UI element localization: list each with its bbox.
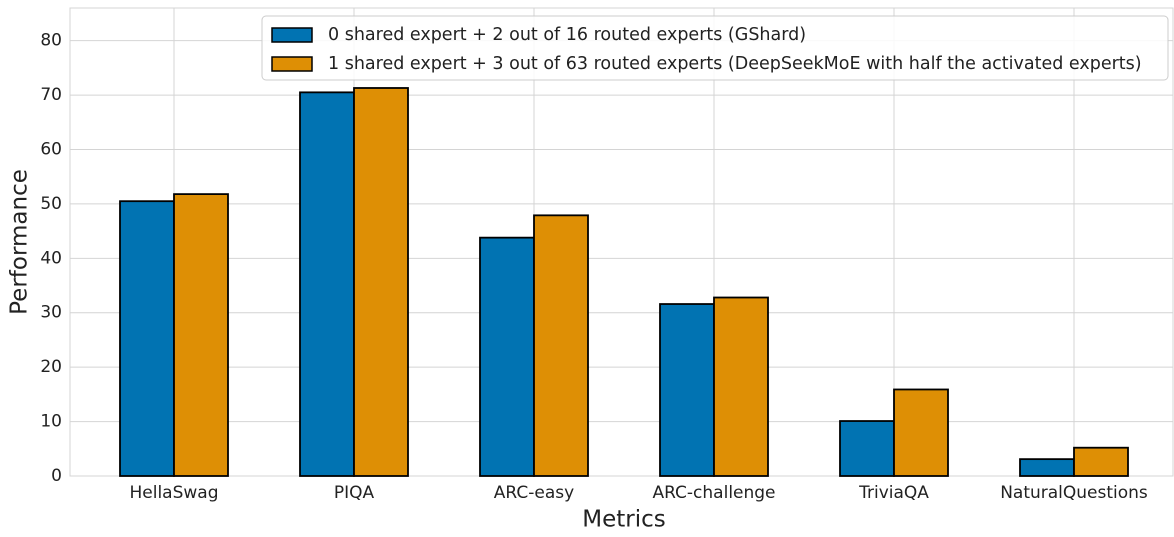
legend-label: 1 shared expert + 3 out of 63 routed exp… [328, 54, 1142, 74]
y-tick-label: 40 [40, 248, 62, 268]
bar [839, 420, 895, 477]
y-tick-label: 70 [40, 85, 62, 105]
x-tick-label: ARC-challenge [652, 483, 775, 503]
legend-box [261, 15, 1169, 81]
y-tick-label: 80 [40, 31, 62, 51]
bar [1073, 446, 1129, 477]
bar [479, 236, 535, 477]
x-tick-label: HellaSwag [129, 483, 218, 503]
x-tick-label: NaturalQuestions [1000, 483, 1148, 503]
bar [893, 388, 949, 477]
legend-label: 0 shared expert + 2 out of 16 routed exp… [328, 25, 806, 45]
bar [119, 200, 175, 477]
bar [533, 214, 589, 477]
legend-swatch [271, 27, 313, 43]
y-tick-label: 0 [51, 466, 62, 486]
plot-frame [69, 7, 1174, 477]
y-axis-label: Performance [7, 169, 33, 315]
x-tick-label: ARC-easy [494, 483, 574, 503]
y-tick-label: 60 [40, 139, 62, 159]
bar [353, 87, 409, 477]
y-tick-label: 10 [40, 412, 62, 432]
y-tick-label: 30 [40, 303, 62, 323]
bar [1019, 458, 1075, 477]
bar [299, 91, 355, 477]
y-tick-label: 50 [40, 194, 62, 214]
x-tick-label: TriviaQA [858, 483, 929, 503]
x-axis-label: Metrics [582, 507, 666, 533]
bar [659, 303, 715, 477]
legend: 0 shared expert + 2 out of 16 routed exp… [261, 15, 1169, 81]
legend-swatch [271, 56, 313, 72]
y-tick-label: 20 [40, 357, 62, 377]
x-tick-label: PIQA [334, 483, 375, 503]
bar [173, 193, 229, 477]
bar [713, 296, 769, 477]
